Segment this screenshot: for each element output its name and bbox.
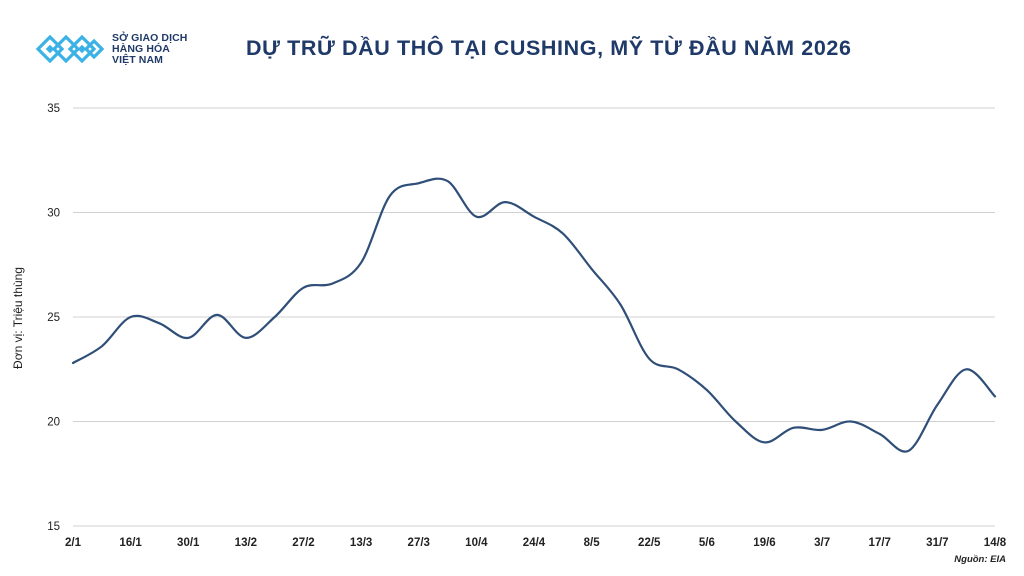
y-axis-ticks: 15 20 25 30 35 — [47, 103, 60, 533]
brand-name: SỞ GIAO DỊCH HÀNG HÓA VIỆT NAM — [112, 31, 188, 66]
x-tick-label: 10/4 — [465, 537, 488, 549]
y-axis-label: Đơn vị: Triệu thùng — [11, 267, 25, 369]
x-tick-label: 13/3 — [350, 537, 372, 549]
chart-title: DỰ TRỮ DẦU THÔ TẠI CUSHING, MỸ TỪ ĐẦU NĂ… — [246, 36, 852, 60]
x-tick-label: 13/2 — [235, 537, 257, 549]
grid-lines — [73, 107, 995, 527]
y-tick-label: 25 — [47, 312, 60, 324]
y-tick-label: 15 — [47, 521, 60, 533]
x-tick-label: 27/2 — [292, 537, 314, 549]
x-tick-label: 31/7 — [926, 537, 948, 549]
x-tick-label: 5/6 — [699, 537, 715, 549]
sgd-hang-hoa-logo-icon — [35, 34, 105, 64]
x-tick-label: 3/7 — [814, 537, 830, 549]
x-tick-label: 17/7 — [869, 537, 891, 549]
x-tick-label: 27/3 — [408, 537, 430, 549]
x-tick-label: 22/5 — [638, 537, 661, 549]
brand-line-3: VIỆT NAM — [112, 53, 163, 66]
x-tick-label: 30/1 — [177, 537, 200, 549]
series-line — [71, 177, 997, 453]
y-tick-label: 30 — [47, 208, 60, 220]
x-tick-label: 16/1 — [119, 537, 142, 549]
x-tick-label: 24/4 — [523, 537, 546, 549]
source-note: Nguồn: EIA — [954, 554, 1006, 565]
y-tick-label: 35 — [47, 103, 60, 115]
brand-line-1: SỞ GIAO DỊCH — [112, 31, 188, 44]
brand-logo: SỞ GIAO DỊCH HÀNG HÓA VIỆT NAM — [34, 32, 188, 66]
x-tick-label: 8/5 — [584, 537, 601, 549]
x-tick-label: 14/8 — [984, 537, 1007, 549]
x-tick-label: 19/6 — [753, 537, 775, 549]
x-tick-label: 2/1 — [65, 537, 82, 549]
x-axis-ticks: 2/1 16/1 30/1 13/2 27/2 13/3 27/3 10/4 24/4 8/5 22… — [65, 537, 1007, 549]
brand-line-2: HÀNG HÓA — [112, 42, 170, 55]
y-tick-label: 20 — [47, 417, 60, 429]
